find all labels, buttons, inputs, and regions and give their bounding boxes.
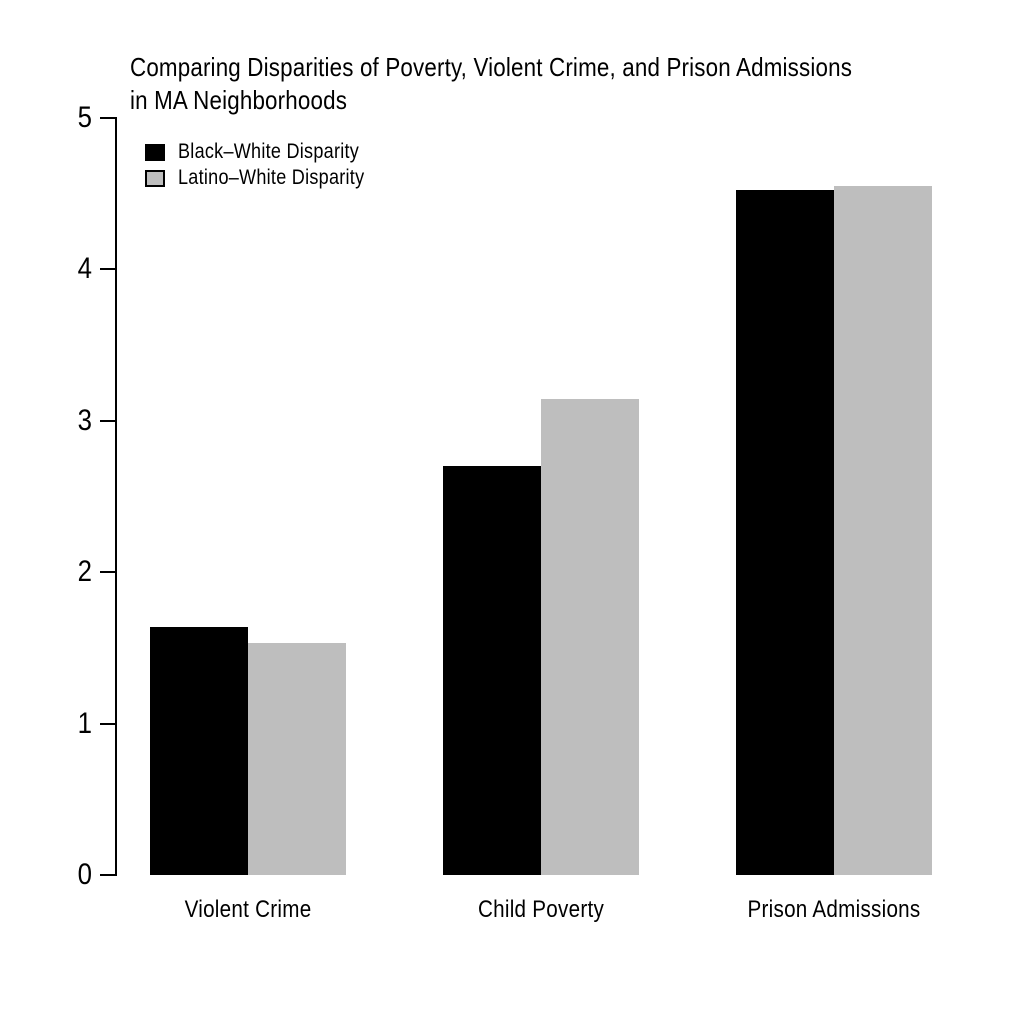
y-axis-tick [100, 874, 116, 876]
legend: Black–White Disparity Latino–White Dispa… [145, 139, 395, 191]
bar-violent-crime-series-0 [150, 626, 248, 875]
y-tick-label: 4 [77, 252, 92, 285]
y-tick-label: 5 [77, 100, 92, 134]
bar-child-poverty-series-1 [541, 399, 639, 875]
x-category-label: Child Poverty [477, 896, 605, 923]
legend-label-latino-white: Latino–White Disparity [178, 166, 365, 189]
x-category-label: Prison Admissions [747, 896, 921, 923]
y-tick-label: 2 [77, 555, 92, 588]
y-axis-tick [100, 419, 116, 422]
legend-entry-black-white: Black–White Disparity [145, 139, 395, 165]
chart-title-line-1: Comparing Disparities of Poverty, Violen… [130, 52, 853, 82]
bar-violent-crime-series-1 [248, 643, 346, 875]
x-category-label: Violent Crime [184, 896, 312, 923]
y-tick-label: 1 [77, 706, 92, 740]
bar-child-poverty-series-0 [443, 465, 541, 875]
y-axis-tick [100, 116, 116, 119]
legend-swatch-black-icon [145, 143, 165, 161]
y-axis-tick [100, 268, 116, 270]
y-axis-line [115, 116, 117, 876]
chart-title: Comparing Disparities of Poverty, Violen… [130, 51, 852, 117]
y-tick-label: 0 [77, 858, 92, 891]
bar-prison-admissions-series-1 [834, 185, 932, 875]
legend-entry-latino-white: Latino–White Disparity [145, 165, 395, 191]
chart-title-line-2: in MA Neighborhoods [130, 85, 348, 115]
y-axis-tick [100, 722, 116, 725]
y-tick-label: 3 [77, 403, 92, 437]
legend-label-black-white: Black–White Disparity [178, 140, 360, 163]
legend-swatch-gray-icon [145, 169, 165, 187]
bar-prison-admissions-series-0 [736, 190, 834, 875]
y-axis-tick [100, 571, 116, 573]
